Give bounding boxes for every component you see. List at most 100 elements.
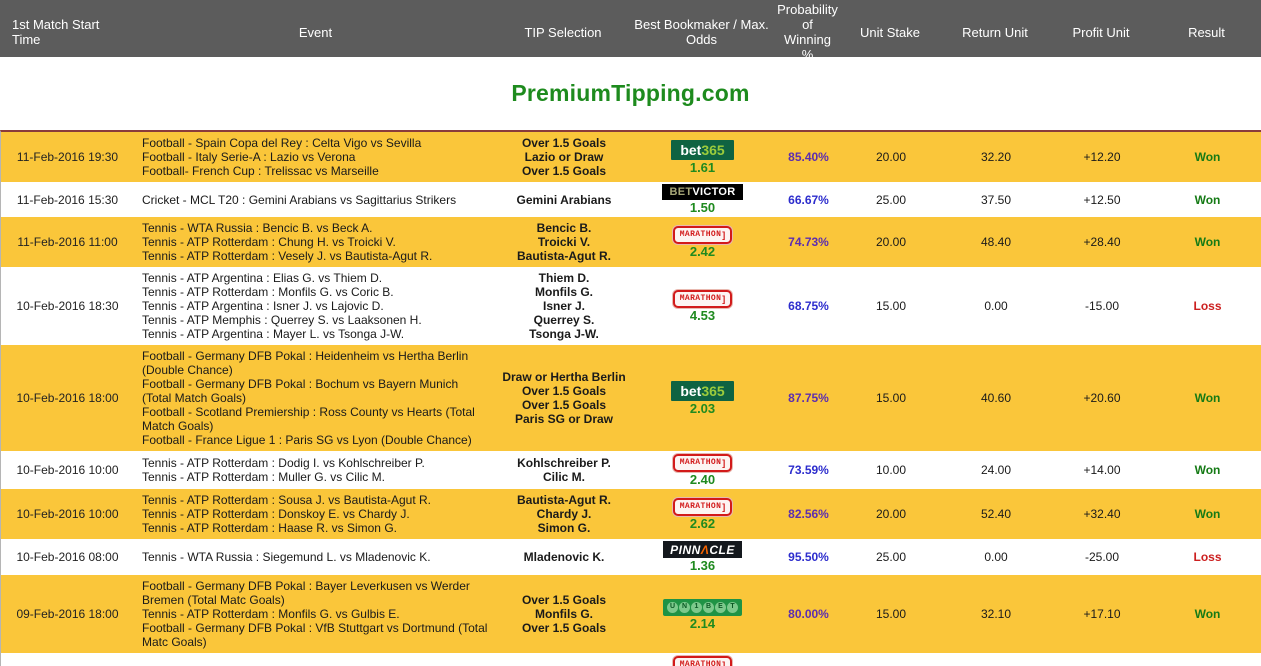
- return-unit: 24.00: [980, 463, 1012, 477]
- return-unit: 0.00: [984, 550, 1008, 564]
- tip-selection: Mladenovic K.: [499, 550, 629, 564]
- table-row: 10-Feb-2016 10:00 Tennis - ATP Rotterdam…: [1, 451, 1261, 489]
- event-list: Football - Germany DFB Pokal : Heidenhei…: [134, 347, 499, 449]
- event-line: Tennis - ATP Rotterdam : Monfils G. vs G…: [142, 607, 400, 621]
- table-row: 10-Feb-2016 18:00 Football - Germany DFB…: [1, 345, 1261, 451]
- betvictor-logo[interactable]: BET VICTOR: [662, 184, 743, 200]
- tip-line: Over 1.5 Goals: [521, 384, 607, 398]
- event-list: Tennis - ATP Rotterdam : Sousa J. vs Bau…: [134, 491, 499, 537]
- bookmaker-logo-slot: MARATHON]: [672, 289, 733, 308]
- tip-line: Paris SG or Draw: [514, 412, 614, 426]
- result-badge: Won: [1194, 150, 1221, 164]
- bookmaker-logo-slot: bet 365: [671, 380, 734, 401]
- event-line: Football - Scotland Premiership : Ross C…: [142, 405, 475, 433]
- event-line: Football - Germany DFB Pokal : Heidenhei…: [142, 349, 469, 377]
- table-row: 10-Feb-2016 08:00 Tennis - WTA Russia : …: [1, 539, 1261, 575]
- profit-unit: +20.60: [1083, 391, 1121, 405]
- match-start-time: 11-Feb-2016 15:30: [16, 192, 119, 207]
- marathonbet-logo[interactable]: MARATHON]: [672, 290, 733, 308]
- match-start-time: 11-Feb-2016 11:00: [17, 235, 118, 249]
- event-line: Tennis - ATP Memphis : Querrey S. vs Laa…: [142, 313, 422, 327]
- max-odds: 2.03: [689, 400, 716, 416]
- probability-of-winning: 95.50%: [788, 550, 829, 564]
- event-line: Tennis - ATP Rotterdam : Donskoy E. vs C…: [142, 507, 410, 521]
- tip-line: Cilic M.: [542, 470, 585, 484]
- site-title: PremiumTipping.com: [511, 80, 750, 106]
- unit-stake: 15.00: [875, 391, 907, 405]
- max-odds: 4.53: [689, 308, 716, 323]
- tip-line: Over 1.5 Goals: [521, 136, 607, 150]
- unit-stake: 10.00: [875, 463, 907, 477]
- result-badge: Loss: [1193, 299, 1222, 313]
- table-row: 11-Feb-2016 11:00 Tennis - WTA Russia : …: [1, 217, 1261, 267]
- max-odds: 2.42: [689, 244, 716, 259]
- marathonbet-logo[interactable]: MARATHON]: [672, 498, 733, 516]
- probability-of-winning: 73.59%: [788, 463, 829, 477]
- return-unit: 52.40: [980, 507, 1012, 521]
- event-line: Tennis - ATP Rotterdam : Chung H. vs Tro…: [142, 235, 396, 249]
- table-row: 11-Feb-2016 15:30 Cricket - MCL T20 : Ge…: [1, 182, 1261, 217]
- event-line: Tennis - ATP Rotterdam : Sousa J. vs Bau…: [142, 493, 432, 507]
- event-list: Cricket - MCL T20 : Gemini Arabians vs S…: [134, 191, 499, 209]
- return-unit: 32.20: [980, 150, 1012, 164]
- tip-selection: Bencic B. Troicki V. Bautista-Agut R.: [499, 221, 629, 263]
- return-unit: 0.00: [984, 299, 1008, 313]
- table-row: 10-Feb-2016 10:00 Tennis - ATP Rotterdam…: [1, 489, 1261, 539]
- match-start-time: 10-Feb-2016 08:00: [16, 550, 119, 564]
- tip-line: Over 1.5 Goals: [521, 593, 607, 607]
- col-header-return-unit: Return Unit: [962, 24, 1028, 40]
- bookmaker-odds-cell: MARATHON] 2.40: [629, 453, 776, 487]
- result-badge: Won: [1194, 607, 1221, 621]
- result-badge: Won: [1194, 235, 1221, 249]
- tip-line: Isner J.: [542, 299, 586, 313]
- tip-line: Over 1.5 Goals: [521, 621, 607, 635]
- event-list: Tennis - WTA Russia : Bencic B. vs Beck …: [134, 219, 499, 265]
- marathonbet-logo[interactable]: MARATHON]: [672, 656, 733, 666]
- tip-line: Chardy J.: [536, 507, 592, 521]
- probability-of-winning: 74.73%: [788, 235, 829, 249]
- bookmaker-logo-slot: bet 365: [671, 139, 734, 160]
- bookmaker-odds-cell: MARATHON] 2.42: [629, 225, 776, 259]
- max-odds: 1.61: [689, 159, 716, 175]
- event-line: Tennis - ATP Argentina : Elias G. vs Thi…: [142, 271, 383, 285]
- event-line: Football - Germany DFB Pokal : Bayer Lev…: [142, 579, 470, 607]
- tip-line: Draw or Hertha Berlin: [502, 370, 626, 384]
- tip-line: Mladenovic K.: [523, 550, 605, 564]
- result-badge: Loss: [1193, 550, 1222, 564]
- marathonbet-logo[interactable]: MARATHON]: [672, 226, 733, 244]
- table-row: 09-Feb-2016 18:00 Football - Germany DFB…: [1, 575, 1261, 653]
- bet365-logo[interactable]: bet 365: [671, 380, 734, 401]
- event-line: Tennis - ATP Rotterdam : Dodig I. vs Koh…: [142, 456, 425, 470]
- match-start-time: 10-Feb-2016 18:00: [16, 391, 119, 405]
- bookmaker-logo-slot: PINN Λ CLE: [663, 541, 742, 558]
- event-line: Football - Spain Copa del Rey : Celta Vi…: [142, 136, 422, 150]
- tip-line: Gemini Arabians: [516, 192, 612, 207]
- event-list: Tennis - WTA Russia : Siegemund L. vs Ml…: [134, 548, 499, 566]
- event-list: Football - Spain Copa del Rey : Celta Vi…: [134, 134, 499, 180]
- col-header-unit-stake: Unit Stake: [860, 24, 920, 40]
- tip-selection: Bautista-Agut R. Chardy J. Simon G.: [499, 493, 629, 535]
- tip-selection: Draw or Hertha Berlin Over 1.5 Goals Over …: [499, 370, 629, 426]
- match-start-time: 11-Feb-2016 19:30: [16, 150, 119, 164]
- event-line: Tennis - ATP Rotterdam : Haase R. vs Sim…: [142, 521, 397, 535]
- tip-line: Bencic B.: [536, 221, 592, 235]
- table-row: 10-Feb-2016 18:30 Tennis - ATP Argentina…: [1, 267, 1261, 345]
- result-badge: Won: [1194, 391, 1221, 405]
- tips-table: 11-Feb-2016 19:30 Football - Spain Copa …: [0, 130, 1261, 666]
- bet365-logo[interactable]: bet 365: [671, 139, 734, 160]
- event-line: Tennis - ATP Argentina : Mayer L. vs Tso…: [142, 327, 405, 341]
- profit-unit: +32.40: [1083, 507, 1121, 521]
- event-line: Football - Germany DFB Pokal : Bochum vs…: [142, 377, 459, 405]
- event-line: Tennis - ATP Argentina : Isner J. vs Laj…: [142, 299, 384, 313]
- marathonbet-logo[interactable]: MARATHON]: [672, 454, 733, 472]
- tip-line: Tsonga J-W.: [529, 327, 599, 341]
- tip-line: Over 1.5 Goals: [521, 398, 607, 412]
- tip-selection: Over 1.5 Goals Lazio or Draw Over 1.5 Goal…: [499, 136, 629, 178]
- result-badge: Won: [1194, 463, 1221, 477]
- max-odds: 2.40: [689, 472, 716, 487]
- unit-stake: 20.00: [875, 507, 907, 521]
- tip-line: Lazio or Draw: [524, 150, 604, 164]
- pinnacle-logo[interactable]: PINN Λ CLE: [663, 541, 742, 558]
